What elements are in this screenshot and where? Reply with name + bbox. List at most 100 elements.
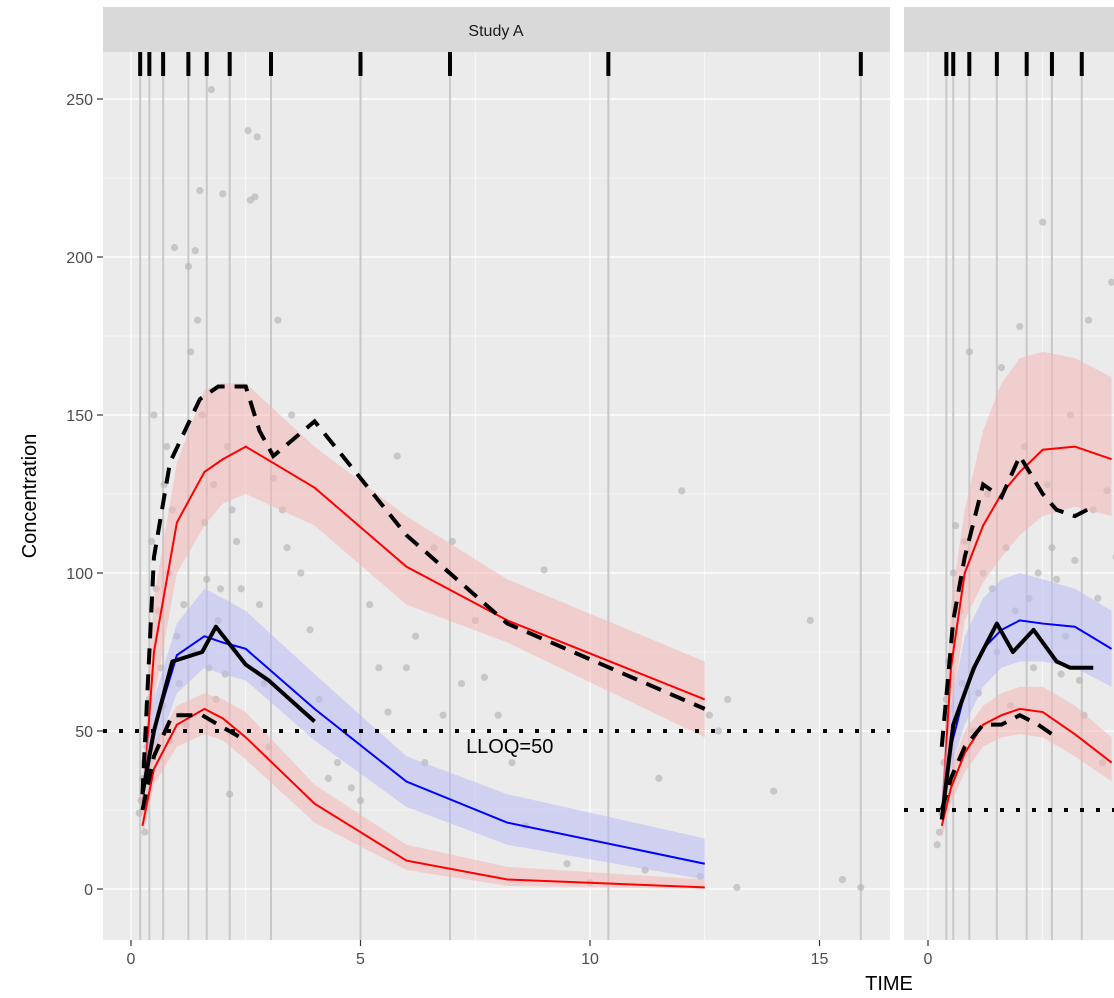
observation-point: [171, 243, 179, 252]
panel-a-x-axis: 0 5 10 15: [127, 940, 829, 968]
observation-point: [196, 187, 204, 195]
observation-point: [563, 860, 571, 868]
observation-point: [141, 828, 149, 836]
observation-point: [1052, 575, 1061, 583]
observation-point: [216, 585, 225, 593]
observation-point: [1071, 556, 1079, 564]
observation-point: [393, 452, 401, 460]
observation-point: [480, 673, 489, 681]
observation-point: [949, 569, 957, 577]
observation-point: [255, 601, 264, 609]
observation-point: [1039, 218, 1047, 226]
y-axis: 0 50 100 150 200 250: [66, 92, 103, 899]
x-tick-label: 15: [811, 951, 829, 968]
observation-point: [191, 247, 199, 255]
observation-point: [770, 787, 778, 795]
observed-lower-percentile: [939, 712, 1058, 811]
observation-point: [207, 85, 215, 94]
panel-a-lloq: LLOQ=50: [103, 729, 890, 758]
observation-point: [997, 364, 1006, 372]
observation-point: [1029, 664, 1038, 672]
observation-point: [494, 711, 502, 719]
observation-point: [1034, 569, 1042, 577]
observation-point: [347, 784, 355, 792]
observation-point: [838, 875, 847, 884]
observation-point: [705, 711, 713, 719]
observation-point: [411, 632, 420, 640]
observation-point: [148, 537, 156, 546]
observation-point: [150, 411, 158, 419]
observation-point: [1057, 670, 1065, 678]
observed-upper-percentile: [939, 451, 1095, 747]
observation-point: [678, 487, 686, 495]
observation-point: [857, 883, 865, 892]
observation-point: [1085, 316, 1093, 324]
observation-point: [219, 190, 227, 198]
sim_upper-line: [141, 445, 706, 811]
observed-lower-percentile: [140, 713, 247, 811]
observation-point: [714, 727, 723, 735]
observation-point: [333, 759, 342, 767]
observation-point: [324, 774, 332, 783]
observation-point: [163, 443, 171, 451]
panel-b-strip: [904, 7, 1114, 52]
y-tick-label: 50: [75, 724, 93, 741]
observation-point: [508, 759, 516, 767]
observation-point: [253, 133, 261, 141]
x-tick-label: 0: [924, 951, 933, 968]
observation-point: [806, 616, 814, 625]
observation-point: [184, 262, 192, 271]
lloq-label: LLOQ=50: [466, 736, 553, 758]
sim_median-interval: [142, 588, 705, 880]
observation-point: [356, 796, 365, 805]
panel-b-bin-rug: [944, 52, 1084, 76]
sim_lower-line: [940, 707, 1113, 827]
observation-point: [251, 193, 259, 201]
observation-point: [384, 708, 392, 716]
observation-point: [203, 575, 211, 583]
observation-point: [951, 522, 960, 530]
observation-point: [935, 828, 944, 836]
observation-point: [1075, 676, 1084, 685]
observation-point: [724, 695, 732, 704]
observation-point: [297, 569, 305, 577]
x-tick-label: 5: [356, 951, 365, 968]
y-axis-label: Concentration: [19, 434, 41, 559]
panel-a-strip: [103, 7, 890, 52]
observation-point: [237, 585, 245, 593]
sim_median-interval: [941, 573, 1112, 826]
sim_upper-interval: [142, 383, 705, 820]
x-tick-label: 10: [581, 951, 599, 968]
observation-point: [933, 841, 941, 849]
y-tick-label: 200: [66, 250, 93, 267]
panel-b-x-axis: 0: [924, 940, 933, 968]
observation-point: [288, 411, 296, 419]
y-tick-label: 250: [66, 92, 93, 109]
observation-point: [540, 566, 548, 574]
panel-a-observed-percentiles: [140, 384, 706, 811]
sim_lower-line: [141, 707, 705, 889]
observation-point: [1094, 594, 1102, 602]
y-tick-label: 100: [66, 566, 93, 583]
panel-b-prediction-intervals: [940, 351, 1113, 839]
observation-point: [193, 316, 202, 324]
observation-point: [1108, 278, 1114, 286]
observation-point: [1016, 322, 1024, 331]
observation-point: [180, 601, 188, 609]
sim_upper-interval: [941, 351, 1112, 833]
observation-point: [733, 883, 741, 892]
observation-point: [135, 809, 143, 817]
observation-point: [402, 664, 410, 672]
observed-median: [140, 624, 316, 795]
observation-point: [228, 506, 236, 514]
observation-point: [232, 537, 241, 546]
panel-b-observed-percentiles: [939, 451, 1095, 820]
x-axis-label: TIME: [865, 973, 913, 995]
panel-a-strip-title: Study A: [468, 23, 523, 40]
panel-a-prediction-intervals: [141, 383, 706, 889]
observation-point: [366, 601, 374, 609]
y-tick-label: 150: [66, 408, 93, 425]
observation-point: [375, 664, 383, 672]
observation-point: [655, 774, 663, 783]
